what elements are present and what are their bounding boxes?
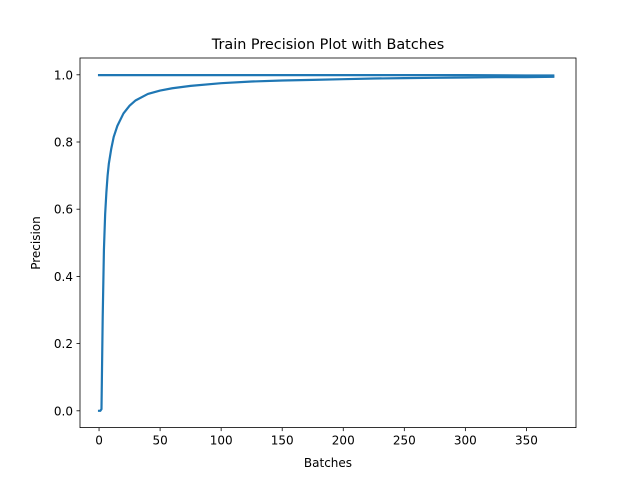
- y-tick-label: 0.0: [54, 404, 73, 418]
- y-tick-label: 0.8: [54, 136, 73, 150]
- x-tick-label: 150: [271, 434, 294, 448]
- y-axis-ticks: 0.0 0.2 0.4 0.6 0.8 1.0: [54, 68, 80, 418]
- y-tick-label: 1.0: [54, 68, 73, 82]
- x-tick-label: 200: [332, 434, 355, 448]
- y-tick-label: 0.2: [54, 337, 73, 351]
- series-line-1: [97, 75, 555, 412]
- y-tick-label: 0.4: [54, 270, 73, 284]
- y-axis-label: Precision: [29, 216, 43, 270]
- x-axis-label: Batches: [304, 456, 352, 470]
- x-tick-label: 50: [152, 434, 167, 448]
- series-layer: [97, 74, 555, 412]
- x-axis-ticks: 0 50 100 150 200 250 300 350: [95, 427, 538, 448]
- y-tick-label: 0.6: [54, 203, 73, 217]
- plot-area-frame: [79, 57, 577, 429]
- chart-title: Train Precision Plot with Batches: [211, 37, 444, 53]
- x-tick-label: 250: [393, 434, 416, 448]
- x-tick-label: 100: [210, 434, 233, 448]
- x-tick-label: 300: [454, 434, 477, 448]
- x-tick-label: 350: [515, 434, 538, 448]
- x-tick-label: 0: [95, 434, 103, 448]
